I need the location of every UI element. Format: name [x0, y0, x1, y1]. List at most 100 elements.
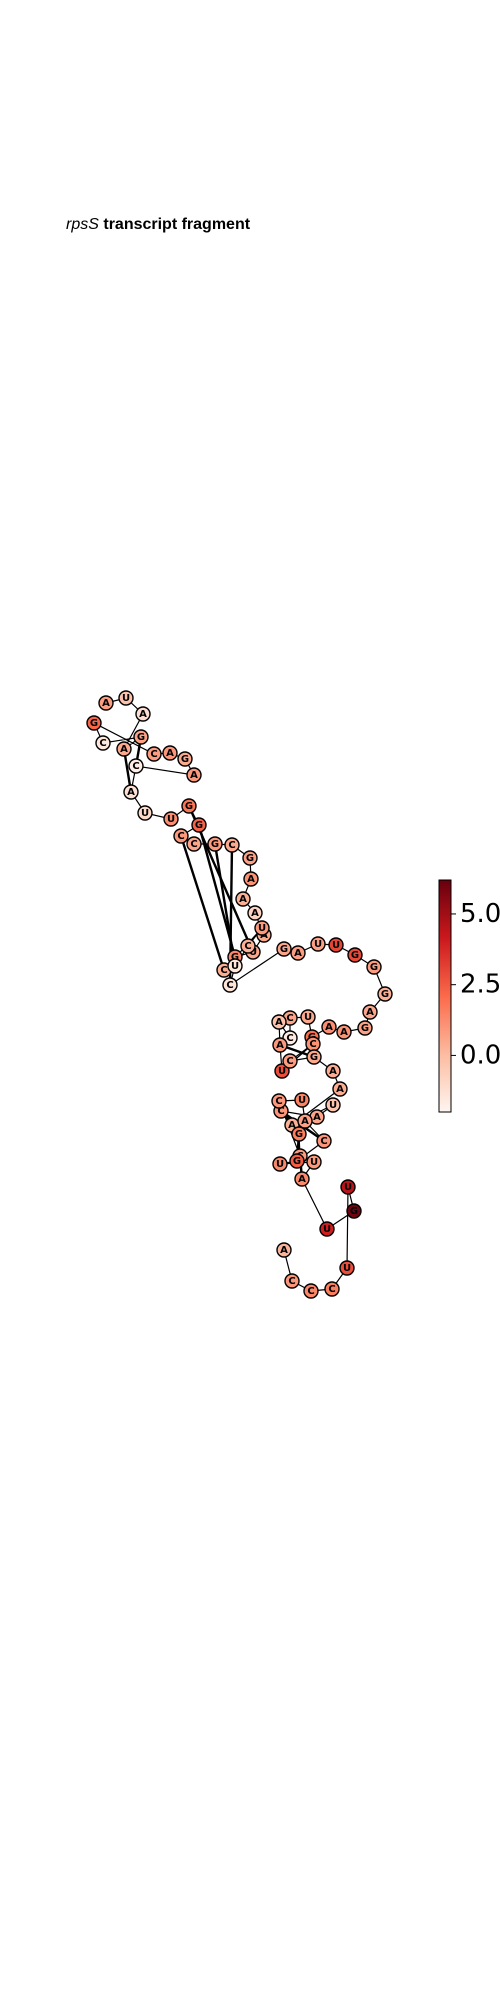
nucleotide-circle	[294, 1092, 310, 1108]
nucleotide: U	[300, 1009, 316, 1025]
nucleotide-circle	[95, 735, 111, 751]
nucleotide-circle	[224, 837, 240, 853]
nucleotide-label: G	[351, 950, 359, 961]
nucleotide-circle	[207, 836, 223, 852]
nucleotide-label: C	[228, 840, 235, 851]
colorbar-tick-label: 5.0	[460, 899, 500, 929]
nucleotide-circle	[146, 746, 162, 762]
nucleotide-label: G	[211, 839, 219, 850]
nucleotide-label: A	[288, 1120, 296, 1131]
colorbar-tick-label: 2.5	[460, 970, 500, 1000]
nucleotide: G	[86, 715, 102, 731]
nucleotide-circle	[163, 811, 179, 827]
nucleotide: G	[207, 836, 223, 852]
nucleotide-circle	[162, 745, 178, 761]
base-pair-bond	[179, 835, 226, 971]
nucleotide: G	[242, 850, 258, 866]
nucleotide-circle	[294, 1171, 310, 1187]
nucleotide: C	[224, 837, 240, 853]
nucleotide-label: C	[320, 1136, 327, 1147]
nucleotide-label: C	[286, 1013, 293, 1024]
nucleotide-label: U	[323, 1224, 331, 1235]
nucleotide-circle	[282, 1053, 298, 1069]
nucleotide: A	[272, 1037, 288, 1053]
nucleotide: A	[98, 695, 114, 711]
nucleotide-label: C	[190, 839, 197, 850]
nucleotide: G	[377, 986, 393, 1002]
nucleotide-label: C	[288, 1276, 295, 1287]
nucleotide-circle	[366, 959, 382, 975]
nucleotide: U	[328, 937, 344, 953]
nucleotide-label: A	[340, 1027, 348, 1038]
nucleotide-label: A	[166, 748, 174, 759]
nucleotide-label: C	[309, 1039, 316, 1050]
nucleotide-label: U	[122, 693, 130, 704]
nucleotide-label: A	[239, 894, 247, 905]
nucleotide-circle	[276, 941, 292, 957]
nucleotide-label: U	[278, 1066, 286, 1077]
nucleotide: A	[336, 1024, 352, 1040]
nucleotide-label: G	[195, 820, 203, 831]
title-text: transcript fragment	[103, 216, 251, 233]
nucleotide: U	[340, 1179, 356, 1195]
nucleotide: G	[289, 1153, 305, 1169]
nucleotide: A	[247, 905, 263, 921]
nucleotide-circle	[328, 937, 344, 953]
nucleotide-label: G	[280, 944, 288, 955]
nucleotide-label: C	[177, 831, 184, 842]
nucleotide: A	[243, 871, 259, 887]
nucleotide-label: U	[231, 961, 239, 972]
nucleotide-circle	[325, 1063, 341, 1079]
page-title: rpsS transcript fragment	[66, 216, 250, 234]
colorbar: 5.0 2.5 0.0	[438, 879, 500, 1113]
nucleotide: A	[290, 945, 306, 961]
nucleotide: C	[271, 1093, 287, 1109]
nucleotide-label: U	[304, 1012, 312, 1023]
nucleotide-label: U	[310, 1157, 318, 1168]
nucleotide-circle	[319, 1221, 335, 1237]
nucleotide-circle	[137, 805, 153, 821]
nucleotide-label: A	[251, 908, 259, 919]
nucleotide-circle	[271, 1014, 287, 1030]
nucleotide-circle	[325, 1097, 341, 1113]
nucleotide-circle	[186, 767, 202, 783]
nucleotide: C	[95, 735, 111, 751]
nucleotide-label: A	[366, 1007, 374, 1018]
nucleotide-circle	[321, 1019, 337, 1035]
nucleotide: A	[271, 1014, 287, 1030]
nucleotide-label: C	[150, 749, 157, 760]
nucleotide-circle	[247, 905, 263, 921]
nucleotide: G	[191, 817, 207, 833]
nucleotide-circle	[128, 758, 144, 774]
nucleotide-circle	[324, 1281, 340, 1297]
nucleotide-circle	[271, 1093, 287, 1109]
nucleotide-circle	[274, 1063, 290, 1079]
nucleotide-label: C	[244, 941, 251, 952]
nucleotide: G	[346, 1203, 362, 1219]
nucleotide-circle	[339, 1260, 355, 1276]
nucleotide: A	[309, 1109, 325, 1125]
nucleotide-label: G	[381, 989, 389, 1000]
nucleotide-circle	[98, 695, 114, 711]
nucleotide-label: U	[314, 939, 322, 950]
nucleotide: U	[163, 811, 179, 827]
nucleotide: C	[284, 1273, 300, 1289]
nucleotide-label: C	[220, 965, 227, 976]
nucleotide-circle	[297, 1113, 313, 1129]
nucleotide-circle	[135, 706, 151, 722]
nucleotide: A	[321, 1019, 337, 1035]
nucleotide: U	[319, 1221, 335, 1237]
nucleotide-label: C	[99, 738, 106, 749]
gene-name: rpsS	[66, 216, 99, 233]
nucleotide-circle	[332, 1081, 348, 1097]
nucleotide-label: A	[301, 1116, 309, 1127]
nucleotide-circle	[123, 784, 139, 800]
nucleotide: U	[137, 805, 153, 821]
nucleotide-label: C	[275, 1096, 282, 1107]
nucleotide-circle	[272, 1037, 288, 1053]
nucleotide-circle	[289, 1153, 305, 1169]
nucleotide-label: U	[249, 947, 257, 958]
nucleotide-circle	[254, 920, 270, 936]
nucleotide-label: G	[185, 801, 193, 812]
